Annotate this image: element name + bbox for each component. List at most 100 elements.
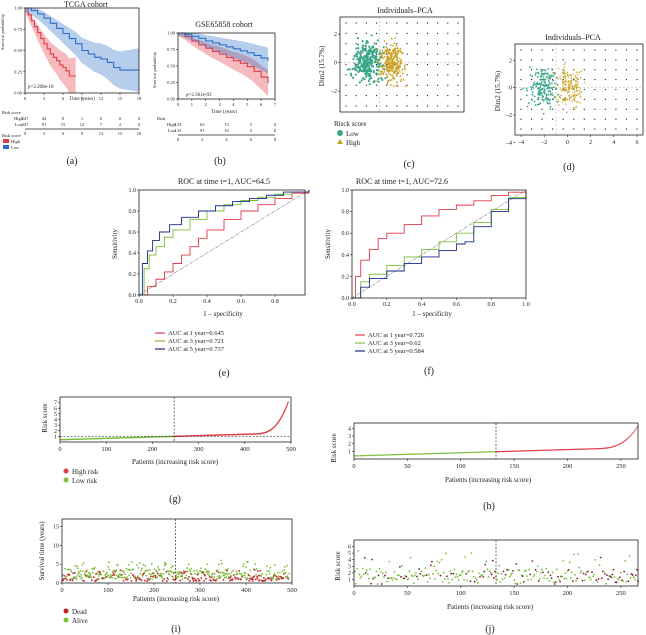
grid-dot	[552, 118, 554, 120]
risk-point-high	[609, 446, 611, 449]
pca-point-low	[369, 61, 372, 64]
riskscore-point-dead	[547, 571, 550, 574]
risk-point-low	[370, 454, 372, 457]
risk-point-low	[479, 451, 481, 453]
risk-point-low	[373, 454, 375, 457]
riskscore-point-alive	[539, 571, 542, 574]
x-tick-label: 4	[232, 102, 235, 107]
pca-point-high	[564, 61, 567, 64]
pca-point-low	[355, 47, 358, 50]
risk-point-low	[396, 453, 398, 456]
survival-point-alive	[93, 566, 96, 569]
x-tick-label: 0.2	[169, 299, 177, 305]
survival-point-alive	[235, 570, 238, 573]
pca-point-high	[387, 55, 390, 58]
y-tick-label: 0.00	[14, 91, 23, 96]
riskscore-point-alive	[388, 560, 391, 563]
pca-point-high	[375, 79, 378, 82]
pca-point-low	[359, 65, 362, 68]
risk-point-high	[613, 445, 616, 447]
risk-point-high	[565, 448, 568, 451]
risk-point-low	[412, 453, 414, 455]
grid-dot	[437, 32, 439, 34]
risk-point-high	[284, 408, 287, 410]
risk-point-low	[464, 451, 466, 454]
grid-dot	[457, 105, 459, 107]
pca-point-high	[563, 80, 566, 83]
pca-point-low	[374, 60, 377, 63]
survival-point-alive	[128, 574, 131, 577]
riskscore-point-alive	[424, 567, 427, 569]
riskscore-point-alive	[442, 571, 445, 574]
risk-point-high	[606, 447, 608, 449]
survival-point-alive	[225, 576, 228, 579]
riskscore-point-alive	[472, 575, 475, 578]
riskscore-point-alive	[417, 578, 419, 581]
pca-point-low	[361, 77, 365, 80]
pca-point-high	[385, 51, 389, 54]
grid-dot	[541, 59, 543, 61]
risk-point-low	[378, 454, 381, 456]
grid-dot	[396, 22, 398, 24]
survival-point-dead	[234, 577, 237, 580]
risk-point-low	[444, 452, 446, 454]
riskscore-point-alive	[486, 568, 489, 571]
risk-point-low	[360, 455, 363, 457]
risk-point-low	[425, 453, 428, 455]
risk-point-low	[372, 454, 374, 457]
grid-dot	[583, 128, 585, 130]
risk-point-high	[623, 440, 625, 443]
x-tick-label: 0.6	[237, 299, 245, 305]
survival-point-dead	[212, 579, 215, 582]
survival-point-alive	[177, 576, 180, 578]
riskscore-point-alive	[366, 573, 369, 576]
x-tick-label: 4	[612, 140, 615, 146]
pca-point-high	[580, 70, 583, 72]
survival-point-alive	[286, 575, 289, 578]
risk-point-high	[517, 450, 520, 452]
risk-point-high	[571, 448, 573, 451]
risk-point-low	[431, 452, 433, 455]
risk-point-low	[466, 451, 468, 454]
survival-point-alive	[106, 575, 109, 578]
survival-point-dead	[218, 577, 221, 579]
pca-point-low	[349, 72, 353, 75]
riskscore-point-dead	[515, 563, 518, 565]
legend-dead-marker	[63, 608, 69, 614]
risk-point-high	[536, 449, 539, 452]
riskscore-point-dead	[494, 570, 496, 573]
survival-point-alive	[120, 576, 123, 579]
risk-point-high	[535, 449, 538, 452]
pca-point-low	[365, 62, 368, 65]
y-tick-label: 5	[54, 412, 57, 418]
risk-row-label: Low	[168, 128, 177, 133]
risk-point-low	[450, 452, 452, 454]
pca-point-low	[377, 65, 380, 69]
x-tick-label: 250	[616, 463, 626, 470]
pca-point-low	[550, 82, 553, 85]
riskscore-point-alive	[528, 568, 530, 571]
riskscore-point-dead	[521, 575, 524, 578]
riskscore-point-alive	[443, 578, 446, 580]
riskscore-point-alive	[545, 567, 548, 570]
pca-point-high	[566, 71, 569, 74]
x-tick-label: 150	[509, 590, 519, 597]
km-b-pvalue: p=2.361e-03	[186, 93, 212, 98]
survival-point-alive	[107, 574, 110, 577]
survival-point-alive	[219, 576, 222, 578]
grid-dot	[375, 105, 378, 107]
pca-point-low	[378, 56, 382, 59]
pca-point-high	[561, 71, 564, 73]
survival-point-dead	[252, 578, 254, 581]
risk-point-high	[622, 441, 624, 443]
risk-point-high	[634, 429, 636, 432]
pca-point-high	[393, 70, 396, 73]
riskscore-point-alive	[392, 576, 395, 579]
survival-point-alive	[286, 564, 288, 567]
riskscore-point-dead	[483, 570, 486, 573]
survival-point-alive	[158, 568, 161, 571]
pca-point-high	[560, 94, 562, 97]
risk-point-low	[405, 453, 408, 456]
pca-point-low	[522, 87, 524, 90]
